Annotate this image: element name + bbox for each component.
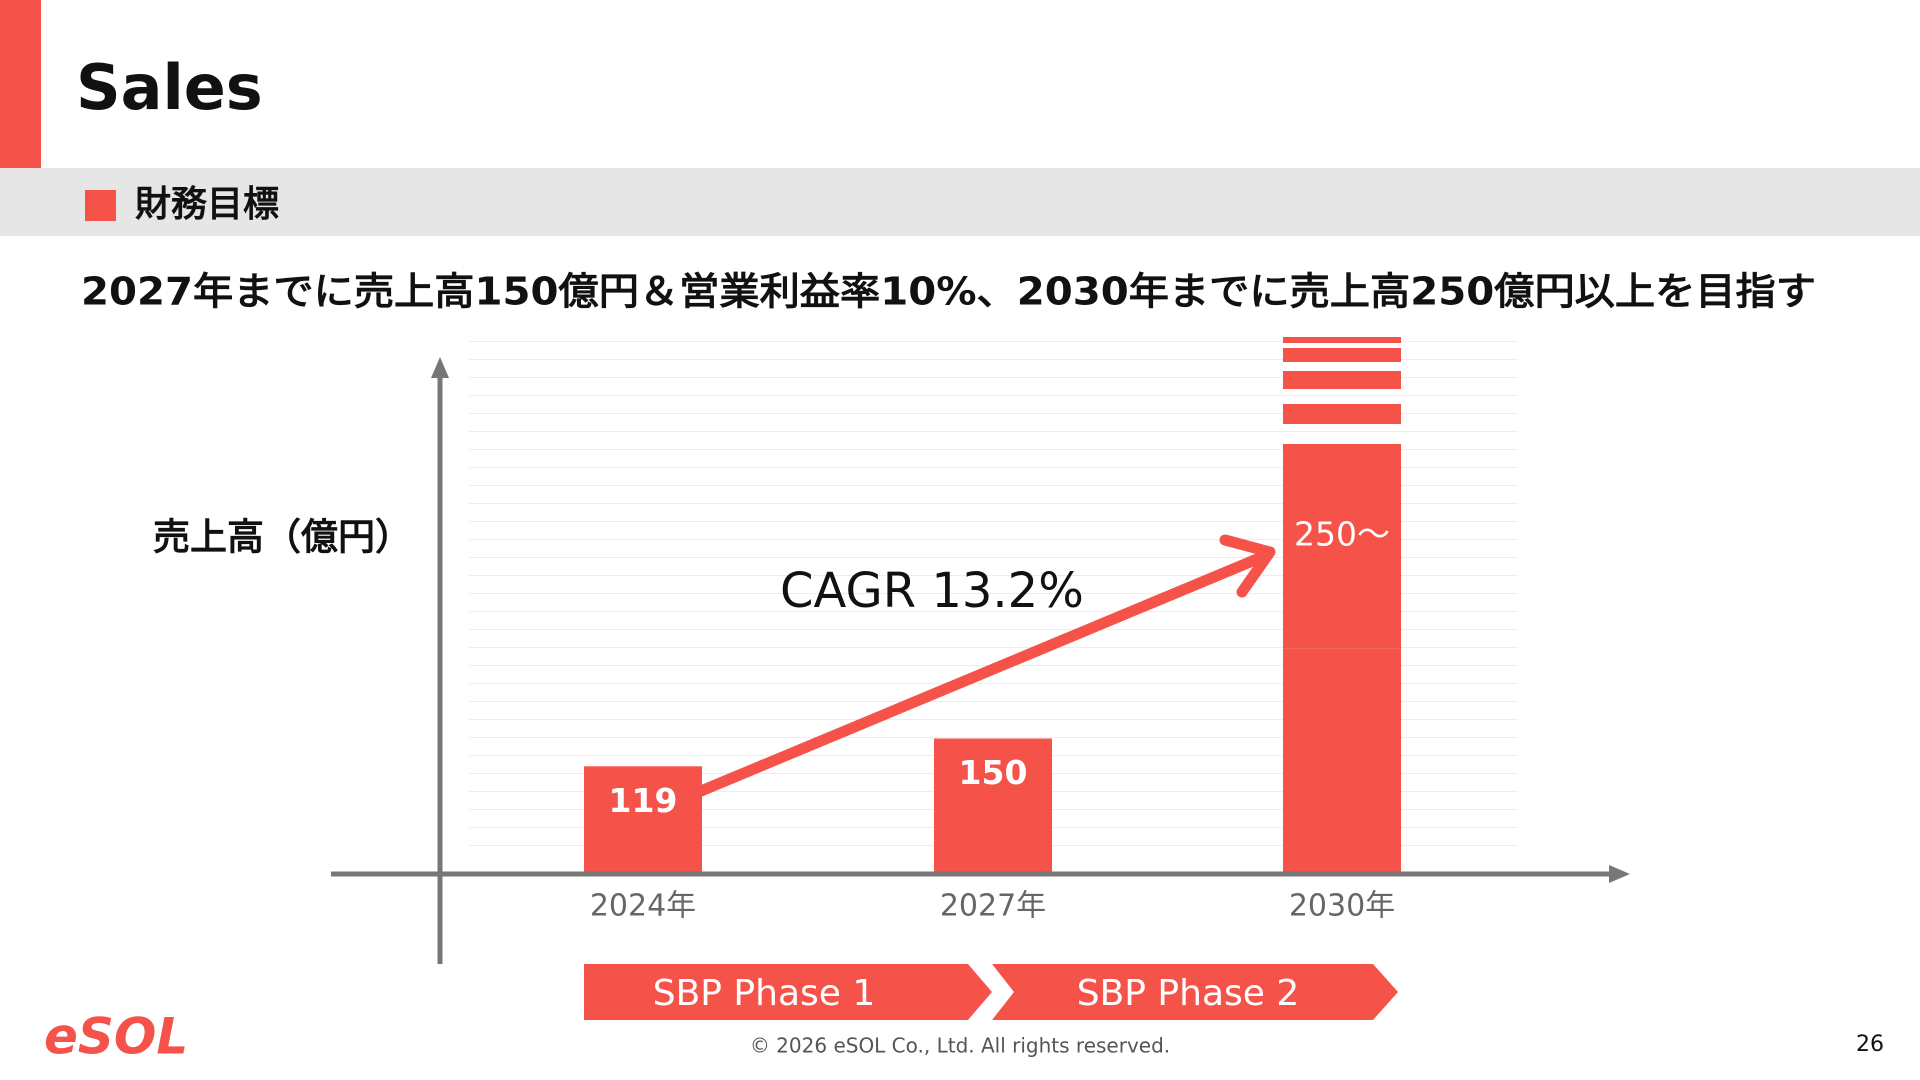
value-label: 119 [609, 781, 678, 820]
logo: eSOL [44, 1008, 188, 1066]
phase-label: SBP Phase 1 [653, 973, 876, 1014]
cagr-annotation: CAGR 13.2% [780, 563, 1084, 619]
bar-break-stripe [1283, 404, 1401, 424]
y-axis-label: 売上高（億円） [153, 516, 412, 559]
headline: 2027年までに売上高150億円＆営業利益率10%、2030年までに売上高250… [81, 270, 1816, 314]
phase-chevron [584, 964, 992, 1020]
bar-break-stripe [1283, 348, 1401, 362]
section-title: 財務目標 [135, 184, 279, 225]
section-marker [85, 190, 116, 221]
x-axis-arrow [1609, 865, 1630, 883]
value-label: 150 [959, 753, 1028, 792]
growth-arrow-head [1219, 534, 1276, 598]
x-tick-label: 2030年 [1289, 889, 1395, 924]
copyright: © 2026 eSOL Co., Ltd. All rights reserve… [750, 1034, 1170, 1058]
x-tick-label: 2024年 [590, 889, 696, 924]
page-number: 26 [1856, 1032, 1884, 1057]
slide-title: Sales [76, 51, 263, 124]
growth-arrow [686, 551, 1265, 802]
accent-bar [0, 0, 41, 168]
bar-break-stripe [1283, 371, 1401, 389]
phase-chevron [992, 964, 1398, 1020]
value-label: 250～ [1294, 515, 1390, 554]
bar [934, 738, 1052, 873]
y-axis-arrow [431, 357, 449, 378]
section-band [0, 168, 1920, 236]
bar [584, 766, 702, 873]
bar-break-stripe [1283, 337, 1401, 343]
bar-extension [1283, 444, 1401, 649]
bar [1283, 648, 1401, 873]
chart: 119 2024年 150 2027年 250～ 2030年 [584, 337, 1401, 924]
x-tick-label: 2027年 [940, 889, 1046, 924]
phase-label: SBP Phase 2 [1077, 973, 1300, 1014]
